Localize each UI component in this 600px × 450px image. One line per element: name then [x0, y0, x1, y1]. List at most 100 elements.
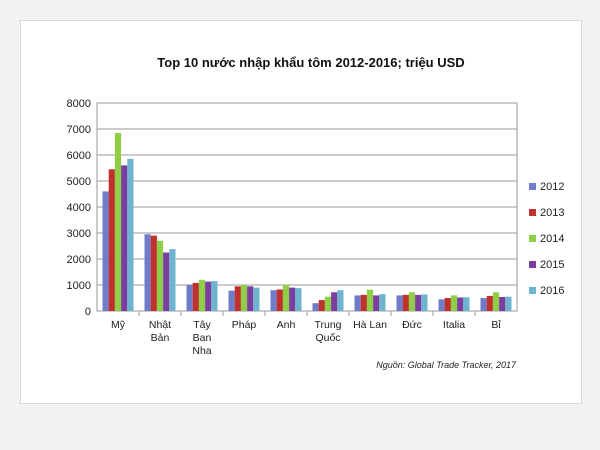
bar-2016-0: [127, 158, 134, 311]
x-category-line: Mỹ: [111, 319, 126, 331]
bar-2016-1: [169, 249, 176, 311]
bar-2015-5: [331, 292, 338, 311]
bar-2012-1: [144, 234, 151, 311]
bar-2013-7: [402, 294, 409, 311]
bar-2012-9: [480, 298, 487, 311]
bar-2013-4: [276, 289, 283, 311]
y-tick-label: 0: [85, 306, 91, 318]
legend-swatch-2015: [529, 261, 536, 268]
bar-2015-4: [289, 287, 296, 311]
bar-2012-6: [354, 295, 361, 311]
bar-2012-4: [270, 290, 277, 311]
x-category-label: Pháp: [232, 319, 257, 331]
bar-2014-1: [156, 240, 164, 311]
bar-2014-0: [114, 132, 122, 311]
bar-2012-7: [396, 295, 403, 311]
bar-2014-3: [240, 285, 248, 311]
bar-2013-1: [150, 235, 157, 311]
bar-2016-7: [421, 294, 428, 311]
legend-label: 2012: [540, 181, 564, 193]
x-category-line: Anh: [277, 319, 296, 331]
bar-2016-8: [463, 297, 470, 311]
bar-2016-6: [379, 294, 386, 311]
bar-2014-6: [366, 289, 374, 311]
bar-2013-5: [318, 300, 325, 311]
x-category-line: Trung: [314, 319, 341, 331]
bar-2016-9: [505, 296, 512, 311]
y-tick-label: 1000: [67, 280, 91, 292]
bar-chart: Top 10 nước nhập khẩu tôm 2012-2016; tri…: [67, 55, 565, 370]
x-axis: Mỹ Nhật Bản Tây Ban Nha Pháp Anh Trung Quốc Hà Lan…: [111, 311, 501, 357]
chart-title: Top 10 nước nhập khẩu tôm 2012-2016; tri…: [157, 55, 464, 70]
bar-2013-9: [486, 295, 493, 311]
bar-2014-7: [408, 292, 416, 311]
y-tick-label: 3000: [67, 228, 91, 240]
bar-2015-1: [163, 252, 170, 311]
bar-2014-4: [282, 285, 290, 311]
x-category-label: Anh: [277, 319, 296, 331]
x-category-line: Nha: [192, 345, 211, 357]
x-category-line: Hà Lan: [353, 319, 387, 331]
y-tick-label: 7000: [67, 124, 91, 136]
bar-2015-6: [373, 295, 380, 311]
bar-2014-8: [450, 295, 458, 311]
legend-label: 2016: [540, 285, 564, 297]
legend-swatch-2016: [529, 287, 536, 294]
bar-2015-2: [205, 281, 212, 311]
x-category-label: Nhật Bản: [149, 319, 171, 344]
bar-2014-5: [324, 296, 332, 311]
bar-2013-2: [192, 282, 199, 311]
bar-2012-2: [186, 285, 193, 311]
bar-2014-2: [198, 279, 206, 311]
legend-swatch-2012: [529, 183, 536, 190]
x-category-label: Italia: [443, 319, 465, 331]
legend-swatch-2013: [529, 209, 536, 216]
x-category-label: Mỹ: [111, 319, 126, 331]
legend-swatch-2014: [529, 235, 536, 242]
y-tick-label: 6000: [67, 150, 91, 162]
x-category-line: Bản: [151, 332, 170, 344]
x-category-line: Tây: [193, 319, 211, 331]
y-tick-label: 4000: [67, 202, 91, 214]
x-category-label: Đức: [402, 319, 422, 331]
x-category-label: Hà Lan: [353, 319, 387, 331]
x-category-label: Trung Quốc: [314, 319, 341, 344]
x-category-line: Đức: [402, 319, 422, 331]
bar-2016-3: [253, 287, 260, 311]
bar-2015-3: [247, 286, 254, 311]
bar-2015-7: [415, 294, 422, 311]
y-tick-label: 2000: [67, 254, 91, 266]
legend-label: 2014: [540, 233, 564, 245]
legend-label: 2013: [540, 207, 564, 219]
x-category-line: Quốc: [315, 332, 340, 344]
bar-2013-0: [108, 169, 115, 311]
bar-2012-0: [102, 191, 109, 311]
bar-2013-6: [360, 294, 367, 311]
legend: 2012 2013 2014 2015 2016: [529, 181, 564, 297]
bar-2016-5: [337, 290, 344, 311]
bar-2012-3: [228, 290, 235, 311]
bar-2013-8: [444, 298, 451, 311]
bar-2015-0: [121, 165, 128, 311]
x-category-line: Bỉ: [491, 319, 501, 331]
x-category-line: Nhật: [149, 319, 171, 331]
x-category-label: Bỉ: [491, 319, 501, 331]
bar-2012-8: [438, 299, 445, 311]
y-tick-label: 8000: [67, 98, 91, 110]
x-category-label: Tây Ban Nha: [192, 319, 211, 357]
bar-2015-8: [457, 297, 464, 311]
source-note: Nguồn: Global Trade Tracker, 2017: [376, 360, 517, 370]
bar-2015-9: [499, 296, 506, 311]
bar-2014-9: [492, 292, 500, 311]
x-category-line: Italia: [443, 319, 465, 331]
bars: [102, 132, 512, 311]
chart-card: Top 10 nước nhập khẩu tôm 2012-2016; tri…: [20, 20, 582, 404]
bar-2016-2: [211, 281, 218, 311]
bar-2012-5: [312, 303, 319, 311]
x-category-line: Ban: [193, 332, 212, 344]
bar-2016-4: [295, 288, 302, 311]
y-axis: 0 1000 2000 3000 4000 5000 6000 7000 8000: [67, 98, 91, 318]
x-category-line: Pháp: [232, 319, 257, 331]
y-tick-label: 5000: [67, 176, 91, 188]
bar-2013-3: [234, 286, 241, 311]
